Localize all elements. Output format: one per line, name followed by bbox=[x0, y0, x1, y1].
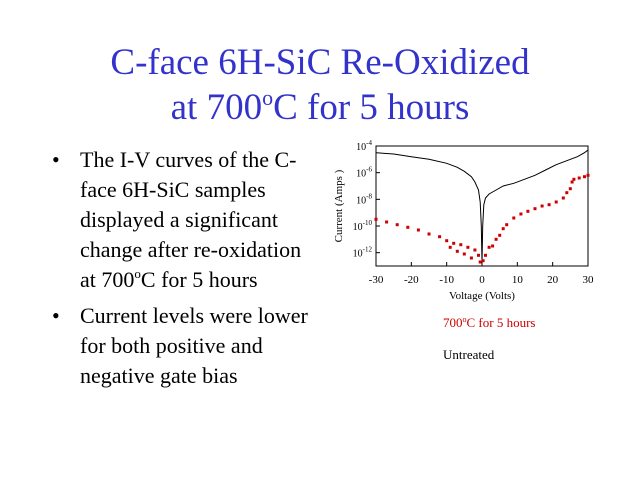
treated-point bbox=[481, 259, 485, 263]
treated-point bbox=[416, 228, 420, 232]
series-treated bbox=[374, 173, 590, 264]
treated-point bbox=[448, 245, 452, 249]
treated-point bbox=[526, 209, 530, 213]
treated-point bbox=[473, 248, 477, 252]
y-tick-exponent: -8 bbox=[366, 192, 372, 200]
treated-point bbox=[395, 223, 399, 227]
treated-point bbox=[586, 173, 590, 177]
treated-point bbox=[452, 241, 456, 245]
treated-point bbox=[570, 180, 574, 184]
treated-point bbox=[477, 253, 480, 257]
treated-point bbox=[583, 175, 586, 179]
treated-point bbox=[512, 216, 516, 220]
treated-point bbox=[374, 217, 378, 221]
y-tick-base: 10 bbox=[356, 195, 366, 206]
x-tick-label: -10 bbox=[439, 274, 454, 286]
x-ticks: -30 -20 -10 0 10 20 30 bbox=[369, 262, 594, 286]
treated-point bbox=[484, 253, 487, 257]
title-line-2-post: C for 5 hours bbox=[273, 87, 470, 128]
treated-point bbox=[505, 223, 509, 227]
x-tick-label: 30 bbox=[583, 274, 595, 286]
y-tick-base: 10 bbox=[356, 169, 366, 180]
treated-point bbox=[427, 232, 431, 236]
y-tick-exponent: -10 bbox=[363, 219, 373, 227]
y-tick-base: 10 bbox=[353, 249, 363, 260]
y-tick-label: 10-10 bbox=[353, 219, 373, 233]
y-tick-exponent: -12 bbox=[363, 246, 373, 254]
treated-point bbox=[494, 237, 498, 241]
bullet-marker-2: • bbox=[52, 303, 60, 328]
treated-point bbox=[469, 256, 473, 260]
treated-point bbox=[547, 203, 551, 207]
treated-point bbox=[540, 204, 544, 208]
x-tick-label: 10 bbox=[512, 274, 524, 286]
slide-title: C-face 6H-SiC Re-Oxidized at 700oC for 5… bbox=[0, 40, 640, 130]
y-tick-label: 10-6 bbox=[356, 166, 372, 180]
x-axis-label: Voltage (Volts) bbox=[449, 290, 515, 302]
treated-point bbox=[445, 239, 449, 243]
y-tick-exponent: -6 bbox=[366, 166, 372, 174]
y-axis-label: Current (Amps ) bbox=[333, 169, 345, 242]
treated-point bbox=[459, 243, 463, 247]
x-tick-label: 0 bbox=[479, 274, 485, 286]
treated-point bbox=[466, 245, 470, 249]
y-tick-exponent: -4 bbox=[366, 139, 372, 147]
bullet-item-1: • The I-V curves of the C-face 6H-SiC sa… bbox=[52, 145, 322, 295]
untreated-curve bbox=[375, 149, 589, 264]
treated-point bbox=[572, 177, 576, 181]
treated-point bbox=[501, 227, 505, 231]
treated-point bbox=[554, 200, 558, 204]
bullet-marker-1: • bbox=[52, 147, 60, 172]
treated-point bbox=[491, 244, 495, 248]
treated-point bbox=[561, 196, 565, 200]
legend-untreated: Untreated bbox=[443, 347, 495, 362]
title-degree-sup: o bbox=[262, 85, 274, 110]
x-tick-label: -20 bbox=[404, 274, 419, 286]
bullet-1-text-pre: The I-V curves of the C-face 6H-SiC samp… bbox=[80, 147, 302, 292]
treated-point bbox=[462, 252, 466, 256]
treated-point bbox=[455, 249, 459, 253]
treated-point bbox=[438, 235, 442, 239]
title-line-2: at 700oC for 5 hours bbox=[0, 85, 640, 130]
y-tick-base: 10 bbox=[356, 142, 366, 153]
treated-point bbox=[406, 225, 410, 229]
y-tick-label: 10-12 bbox=[353, 246, 373, 260]
title-line-2-pre: at 700 bbox=[170, 87, 263, 128]
bullet-list: • The I-V curves of the C-face 6H-SiC sa… bbox=[52, 145, 322, 397]
legend-treated-post: C for 5 hours bbox=[466, 315, 536, 330]
treated-point bbox=[519, 212, 523, 216]
treated-point bbox=[533, 207, 537, 211]
x-tick-label: 20 bbox=[547, 274, 559, 286]
treated-point bbox=[568, 187, 572, 191]
treated-point bbox=[498, 233, 502, 237]
bullet-item-2: • Current levels were lower for both pos… bbox=[52, 301, 322, 391]
series-untreated bbox=[375, 149, 589, 264]
y-tick-label: 10-8 bbox=[356, 192, 372, 206]
y-tick-label: 10-4 bbox=[356, 139, 372, 153]
treated-point bbox=[487, 245, 491, 249]
treated-point bbox=[385, 220, 389, 224]
x-tick-label: -30 bbox=[369, 274, 384, 286]
bullet-2-text: Current levels were lower for both posit… bbox=[80, 303, 308, 388]
bullet-1-text-post: C for 5 hours bbox=[140, 267, 258, 292]
treated-point bbox=[577, 176, 581, 180]
treated-point bbox=[565, 191, 569, 195]
bullet-1-degree-sup: o bbox=[134, 266, 141, 281]
y-tick-base: 10 bbox=[353, 222, 363, 233]
title-line-1: C-face 6H-SiC Re-Oxidized bbox=[110, 42, 530, 83]
legend-treated: 700oC for 5 hours bbox=[443, 315, 535, 331]
treated-point bbox=[478, 260, 482, 264]
legend-treated-pre: 700 bbox=[443, 315, 463, 330]
legend-treated-sup: o bbox=[462, 315, 467, 324]
